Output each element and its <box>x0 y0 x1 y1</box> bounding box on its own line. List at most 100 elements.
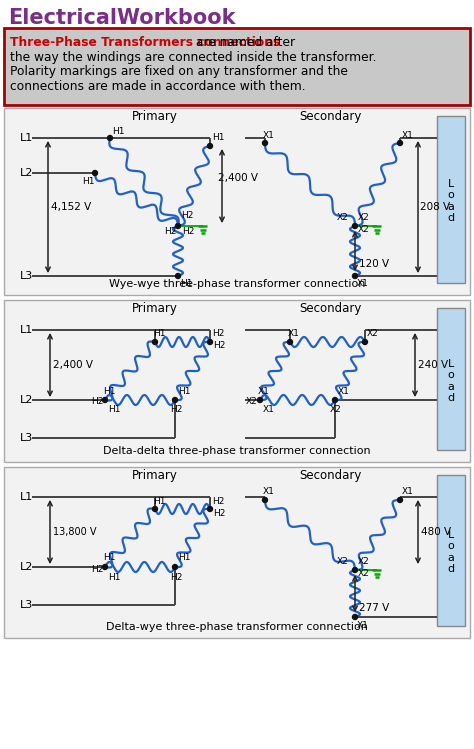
Text: H1: H1 <box>108 405 120 414</box>
Text: X1: X1 <box>357 620 369 629</box>
Text: H2: H2 <box>91 565 103 574</box>
Text: H2: H2 <box>213 509 225 518</box>
Circle shape <box>175 223 181 228</box>
Circle shape <box>175 273 181 279</box>
Text: L2: L2 <box>20 395 33 405</box>
Text: are named after: are named after <box>192 35 295 49</box>
Circle shape <box>102 398 108 402</box>
FancyBboxPatch shape <box>4 28 470 105</box>
Text: Secondary: Secondary <box>299 110 361 123</box>
Text: X1: X1 <box>263 405 275 414</box>
Circle shape <box>353 614 357 619</box>
Text: H1: H1 <box>153 497 165 506</box>
Text: 120 V: 120 V <box>359 259 389 269</box>
Text: L3: L3 <box>20 271 33 281</box>
Text: H2: H2 <box>213 342 225 351</box>
Text: H1: H1 <box>153 330 165 339</box>
Text: X1: X1 <box>357 279 369 288</box>
FancyBboxPatch shape <box>437 475 465 626</box>
Text: L1: L1 <box>20 133 33 143</box>
Text: H1: H1 <box>178 386 191 395</box>
Circle shape <box>92 171 98 175</box>
Circle shape <box>288 339 292 345</box>
Text: X2: X2 <box>358 557 370 566</box>
Circle shape <box>332 398 337 402</box>
Text: ElectricalWorkbook: ElectricalWorkbook <box>8 8 236 28</box>
Text: X1: X1 <box>263 130 275 139</box>
Circle shape <box>102 565 108 569</box>
Text: L2: L2 <box>20 168 33 178</box>
Circle shape <box>173 398 177 402</box>
Text: Primary: Primary <box>132 302 178 315</box>
Text: 2,400 V: 2,400 V <box>218 173 258 183</box>
Circle shape <box>208 506 212 512</box>
Text: H1: H1 <box>212 133 225 142</box>
Text: H2: H2 <box>182 228 194 237</box>
Text: X2: X2 <box>358 569 370 578</box>
Circle shape <box>173 565 177 569</box>
Text: 13,800 V: 13,800 V <box>53 527 97 537</box>
Text: H1: H1 <box>103 386 116 395</box>
Text: X2: X2 <box>358 213 370 222</box>
Circle shape <box>263 497 267 503</box>
Text: H2: H2 <box>170 405 182 414</box>
Text: L3: L3 <box>20 433 33 443</box>
Text: H2: H2 <box>164 228 176 237</box>
Text: X2: X2 <box>337 557 349 566</box>
Text: H2: H2 <box>212 330 224 339</box>
Text: H1: H1 <box>103 554 116 562</box>
Text: X1: X1 <box>338 386 350 395</box>
Text: 277 V: 277 V <box>359 603 389 613</box>
Text: 208 V: 208 V <box>420 202 450 212</box>
FancyBboxPatch shape <box>4 300 470 462</box>
Text: L
o
a
d: L o a d <box>447 530 455 574</box>
Text: X1: X1 <box>258 386 270 395</box>
Circle shape <box>257 398 263 402</box>
Circle shape <box>353 223 357 228</box>
Circle shape <box>208 339 212 345</box>
Text: H1: H1 <box>180 279 192 288</box>
Text: Three-Phase Transformers connections: Three-Phase Transformers connections <box>10 35 280 49</box>
Text: X2: X2 <box>337 213 349 222</box>
Text: X1: X1 <box>263 488 275 497</box>
Text: 2,400 V: 2,400 V <box>53 360 93 370</box>
Text: H1: H1 <box>112 127 125 136</box>
Text: the way the windings are connected inside the transformer.: the way the windings are connected insid… <box>10 50 376 64</box>
Text: X2: X2 <box>358 225 370 234</box>
FancyBboxPatch shape <box>437 116 465 283</box>
Text: Polarity markings are fixed on any transformer and the: Polarity markings are fixed on any trans… <box>10 65 348 79</box>
Text: X2: X2 <box>367 330 379 339</box>
Text: Delta-wye three-phase transformer connection: Delta-wye three-phase transformer connec… <box>106 622 368 632</box>
Text: H2: H2 <box>181 211 193 220</box>
Text: Secondary: Secondary <box>299 302 361 315</box>
Text: connections are made in accordance with them.: connections are made in accordance with … <box>10 80 306 94</box>
Circle shape <box>398 497 402 503</box>
Circle shape <box>153 506 157 512</box>
Text: Primary: Primary <box>132 110 178 123</box>
Text: L2: L2 <box>20 562 33 572</box>
Text: L
o
a
d: L o a d <box>447 178 455 223</box>
Circle shape <box>353 273 357 279</box>
Text: H1: H1 <box>178 554 191 562</box>
Text: Secondary: Secondary <box>299 469 361 482</box>
FancyBboxPatch shape <box>437 308 465 450</box>
Text: X1: X1 <box>402 130 414 139</box>
Text: Delta-delta three-phase transformer connection: Delta-delta three-phase transformer conn… <box>103 446 371 456</box>
Text: X2: X2 <box>246 398 258 407</box>
Text: H1: H1 <box>82 177 94 186</box>
Text: X1: X1 <box>288 330 300 339</box>
Circle shape <box>153 339 157 345</box>
Circle shape <box>263 141 267 145</box>
Text: L3: L3 <box>20 600 33 610</box>
Text: L1: L1 <box>20 492 33 502</box>
Text: Primary: Primary <box>132 469 178 482</box>
Text: 240 V: 240 V <box>418 360 448 370</box>
Text: X1: X1 <box>402 488 414 497</box>
Text: 4,152 V: 4,152 V <box>51 202 91 212</box>
Text: H1: H1 <box>108 572 120 581</box>
Text: 480 V: 480 V <box>421 527 451 537</box>
Text: H2: H2 <box>170 572 182 581</box>
Circle shape <box>363 339 367 345</box>
Text: H2: H2 <box>91 398 103 407</box>
Circle shape <box>398 141 402 145</box>
